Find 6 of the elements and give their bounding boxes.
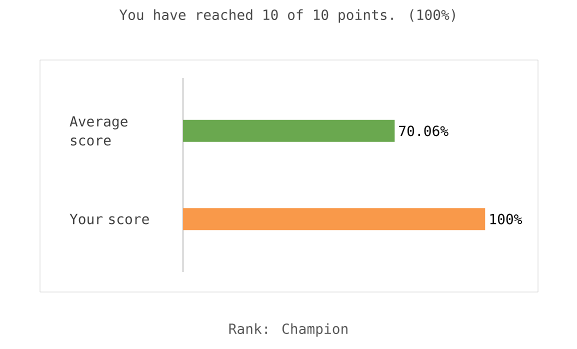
text: Rank: Champion [229, 323, 348, 337]
y-tick-label: Your score [70, 214, 149, 224]
data-label: 70.06% [399, 126, 448, 136]
y-tick-label: Average score [70, 116, 128, 146]
chart-title: You have reached 10 of 10 points. (100%) [119, 9, 455, 23]
data-label: 100% [490, 214, 522, 224]
